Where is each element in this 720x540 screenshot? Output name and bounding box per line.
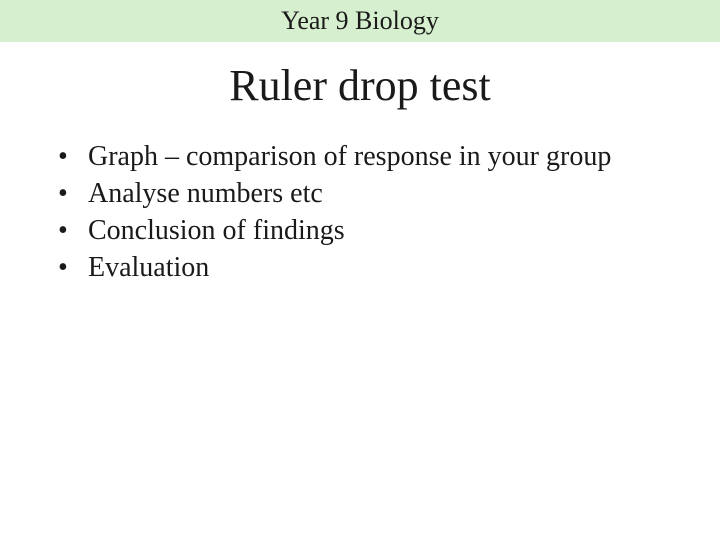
header-text: Year 9 Biology <box>281 6 439 36</box>
bullet-item: Analyse numbers etc <box>58 176 680 211</box>
bullet-item: Graph – comparison of response in your g… <box>58 139 680 174</box>
slide-title: Ruler drop test <box>0 60 720 111</box>
bullet-list: Graph – comparison of response in your g… <box>0 139 720 285</box>
bullet-item: Evaluation <box>58 250 680 285</box>
bullet-item: Conclusion of findings <box>58 213 680 248</box>
header-bar: Year 9 Biology <box>0 0 720 42</box>
